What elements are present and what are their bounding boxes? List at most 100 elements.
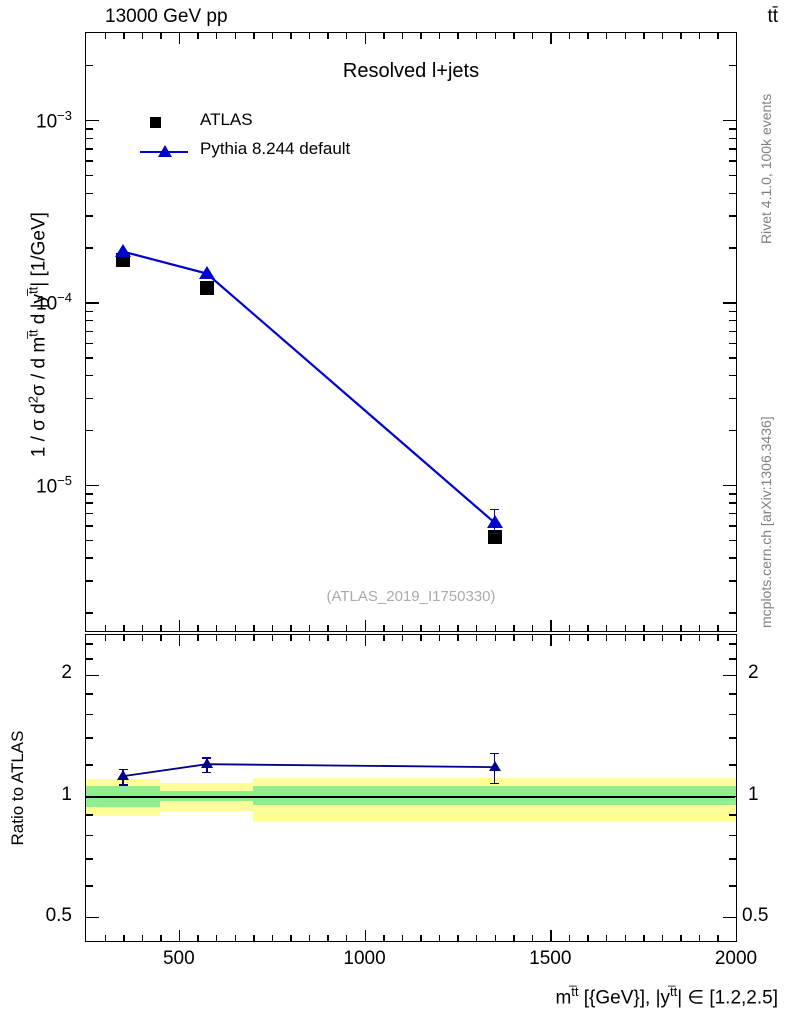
xtick-main-top	[494, 33, 496, 39]
ytick-main-left	[86, 429, 93, 432]
xtick-main-top	[624, 33, 626, 39]
ytick-main-left	[86, 120, 99, 122]
ytick-ratio-left	[86, 814, 93, 816]
ytick-main-right	[729, 612, 736, 614]
xtick-ratio-top	[271, 635, 274, 641]
xtick-main-bottom	[253, 625, 255, 631]
xtick-ratio-top	[513, 635, 515, 641]
header-process-label: tt̄	[767, 6, 778, 27]
xtick-main-top	[197, 33, 199, 39]
xtick-main-bottom	[401, 625, 404, 631]
ytick-main-right	[729, 215, 736, 217]
ratio-error-cap-top	[490, 752, 500, 755]
ytick-main-left	[86, 330, 93, 333]
ratio-unity-line	[86, 796, 735, 798]
xtick-ratio-top	[531, 635, 534, 641]
ytick-main-left	[86, 374, 93, 377]
ytick-ratio-right	[729, 643, 736, 645]
xtick-main-bottom	[531, 625, 534, 631]
band-inner-2	[253, 785, 736, 805]
xtick-ratio-bottom	[624, 935, 626, 941]
xtick-ratio-top	[290, 635, 292, 641]
xtick-ratio-top	[141, 635, 144, 641]
data-marker-atlas	[199, 280, 214, 295]
xtick-ratio-top	[253, 635, 255, 641]
xtick-ratio-bottom	[178, 930, 181, 941]
xtick-ratio-bottom	[290, 935, 292, 941]
ytick-main-right	[729, 525, 736, 527]
xtick-ratio-bottom	[494, 935, 496, 941]
x-axis-label: mt̅t [{GeV}], |yt̅t| ∈ [1.2,2.5]	[555, 984, 778, 1009]
ratio-error-cap-bottom	[202, 771, 212, 774]
xtick-ratio-bottom	[141, 935, 144, 941]
ytick-ratio-right	[729, 764, 736, 766]
ytick-main-left	[86, 502, 93, 504]
header-collision-energy: 13000 GeV pp	[105, 6, 228, 27]
ytick-ratio-left	[86, 737, 93, 739]
ytick-main-right	[729, 65, 736, 67]
ytick-ratio-left	[86, 693, 93, 695]
xtick-ratio-bottom	[364, 930, 366, 941]
ytick-ratio-right	[729, 814, 736, 816]
ytick-main-right	[729, 580, 736, 582]
xtick-ratio-bottom	[271, 935, 274, 941]
ytick-label-1e-5: 10−5	[36, 473, 72, 498]
xtick-main-bottom	[476, 625, 478, 631]
xtick-ratio-top	[438, 635, 441, 641]
xtick-ratio-bottom	[606, 935, 608, 941]
ytick-main-right	[729, 539, 736, 542]
ratio-error-cap-top	[202, 757, 212, 759]
xtick-ratio-bottom	[123, 935, 125, 941]
xtick-ratio-bottom	[457, 935, 459, 941]
ytick-main-right	[729, 330, 736, 333]
xtick-ratio-bottom	[661, 935, 664, 941]
xtick-ratio-top	[476, 635, 478, 641]
xtick-main-bottom	[717, 625, 719, 631]
xtick-ratio-top	[178, 635, 181, 646]
ytick-main-right	[729, 174, 736, 177]
xtick-main-top	[104, 33, 106, 39]
xtick-main-top	[364, 33, 366, 44]
ratio-ytick-label-0.5: 0.5	[45, 905, 72, 926]
xtick-main-bottom	[234, 625, 236, 631]
xtick-ratio-bottom	[253, 935, 255, 941]
ytick-main-right	[729, 357, 736, 359]
xtick-main-top	[513, 33, 515, 39]
xtick-ratio-bottom	[383, 935, 385, 941]
ratio-ytick-label-1: 1	[61, 784, 72, 805]
ytick-main-right	[729, 148, 736, 150]
ytick-main-right	[729, 192, 736, 194]
ytick-main-left	[86, 580, 93, 582]
xtick-main-top	[680, 33, 682, 39]
xtick-ratio-top	[327, 635, 329, 641]
ytick-ratio-right	[729, 858, 736, 860]
ytick-ratio-right	[729, 658, 736, 660]
xtick-ratio-top	[494, 635, 496, 641]
xtick-main-bottom	[457, 625, 459, 631]
plot-title: Resolved l+jets	[342, 60, 480, 82]
xtick-ratio-top	[308, 635, 311, 641]
xtick-ratio-bottom	[476, 935, 478, 941]
ytick-ratio-left	[86, 674, 99, 677]
ytick-main-left	[86, 513, 93, 515]
xtick-main-top	[308, 33, 311, 39]
ytick-ratio-left	[86, 796, 99, 798]
xtick-main-top	[123, 33, 125, 39]
error-bar-cap-bottom	[490, 532, 500, 535]
ratio-error-cap-top	[118, 768, 128, 771]
xtick-main-top	[736, 33, 738, 44]
xtick-main-top	[606, 33, 608, 39]
ratio-marker-pythia	[200, 758, 213, 769]
xtick-ratio-top	[661, 635, 664, 641]
ytick-ratio-left	[86, 658, 93, 660]
xtick-main-bottom	[383, 625, 385, 631]
xtick-main-bottom	[606, 625, 608, 631]
ytick-main-left	[86, 493, 93, 495]
xtick-label-2000: 2000	[714, 948, 758, 969]
main-plot-panel	[85, 32, 737, 632]
xtick-ratio-top	[346, 635, 348, 641]
xtick-ratio-bottom	[643, 935, 645, 941]
xtick-ratio-top	[643, 635, 645, 641]
xtick-main-bottom	[308, 625, 311, 631]
